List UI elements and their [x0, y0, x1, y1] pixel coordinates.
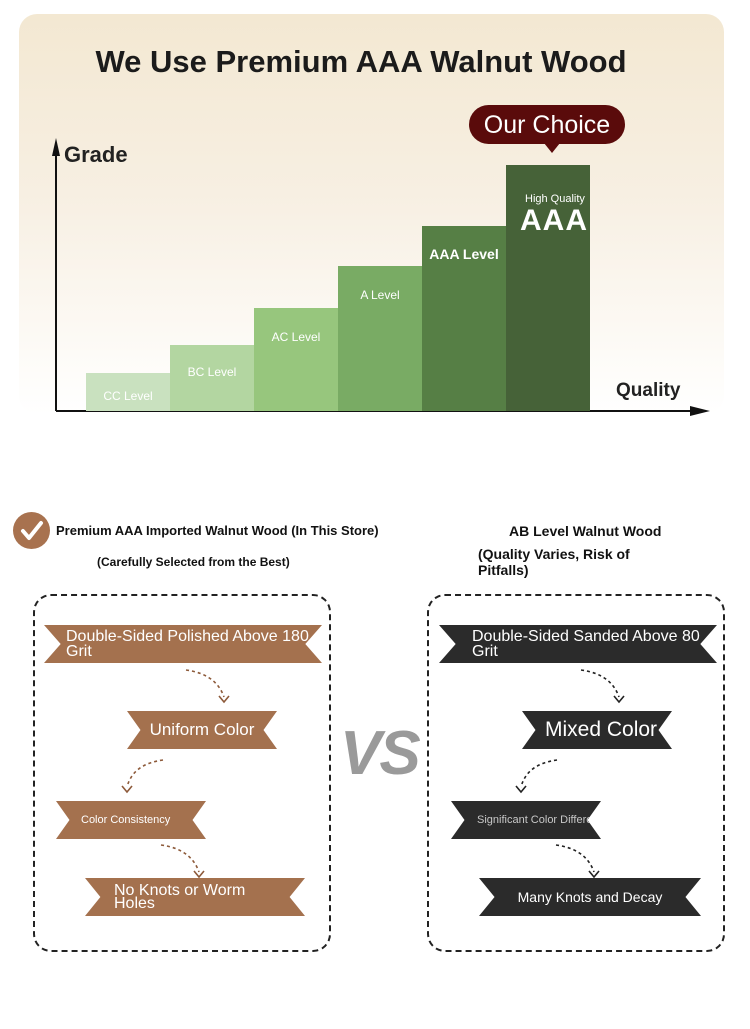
right-heading: AB Level Walnut Wood	[509, 523, 662, 539]
right-comparison-box	[427, 594, 725, 952]
left-item-polished: Double-Sided Polished Above 180 Grit	[44, 625, 322, 663]
right-subheading: (Quality Varies, Risk of Pitfalls)	[478, 546, 630, 578]
bar-label: A Level	[360, 288, 400, 302]
right-item-3-label: Significant Color Difference	[477, 814, 611, 826]
top-bar-big-label: AAA	[520, 204, 588, 237]
checkmark-icon	[13, 512, 50, 549]
right-item-1-label: Double-Sided Sanded Above 80 Grit	[472, 628, 700, 660]
chart-bar: AAA Level	[422, 226, 506, 411]
left-item-1-label: Double-Sided Polished Above 180 Grit	[66, 628, 309, 660]
left-item-3-label: Color Consistency	[81, 814, 171, 826]
chart-bar: AC Level	[254, 308, 338, 411]
chart-bar: CC Level	[86, 373, 170, 411]
right-item-many-knots: Many Knots and Decay	[479, 878, 701, 916]
chart-axes	[52, 138, 710, 416]
left-heading: Premium AAA Imported Walnut Wood (In Thi…	[56, 523, 379, 538]
our-choice-badge: Our Choice	[469, 105, 625, 144]
badge-pointer	[544, 143, 560, 153]
bar-label: AC Level	[271, 330, 321, 344]
page-title: We Use Premium AAA Walnut Wood	[95, 44, 627, 79]
bar-label: BC Level	[187, 365, 237, 379]
left-item-4-label: No Knots or Worm Holes	[114, 882, 246, 912]
left-subheading: (Carefully Selected from the Best)	[97, 555, 290, 569]
right-item-mixed-color: Mixed Color	[522, 711, 672, 749]
left-item-color-consistency: Color Consistency	[56, 801, 206, 839]
bar-label: CC Level	[103, 389, 153, 403]
right-item-2-label: Mixed Color	[545, 718, 658, 741]
y-axis-label: Grade	[64, 142, 128, 167]
left-item-uniform-color: Uniform Color	[127, 711, 277, 749]
chart-bar	[506, 165, 590, 411]
versus-label: VS	[340, 719, 421, 788]
right-item-color-difference: Significant Color Difference	[451, 801, 601, 839]
x-axis-label: Quality	[616, 380, 681, 401]
chart-bar: A Level	[338, 266, 422, 411]
top-bar-small-label: High Quality	[525, 193, 585, 205]
left-comparison-box	[33, 594, 331, 952]
left-item-no-knots: No Knots or Worm Holes	[85, 878, 305, 916]
right-item-4-label: Many Knots and Decay	[517, 889, 663, 905]
bar-label: AAA Level	[429, 246, 499, 262]
left-item-2-label: Uniform Color	[149, 720, 255, 739]
chart-bar: BC Level	[170, 345, 254, 411]
right-item-sanded: Double-Sided Sanded Above 80 Grit	[439, 625, 717, 663]
